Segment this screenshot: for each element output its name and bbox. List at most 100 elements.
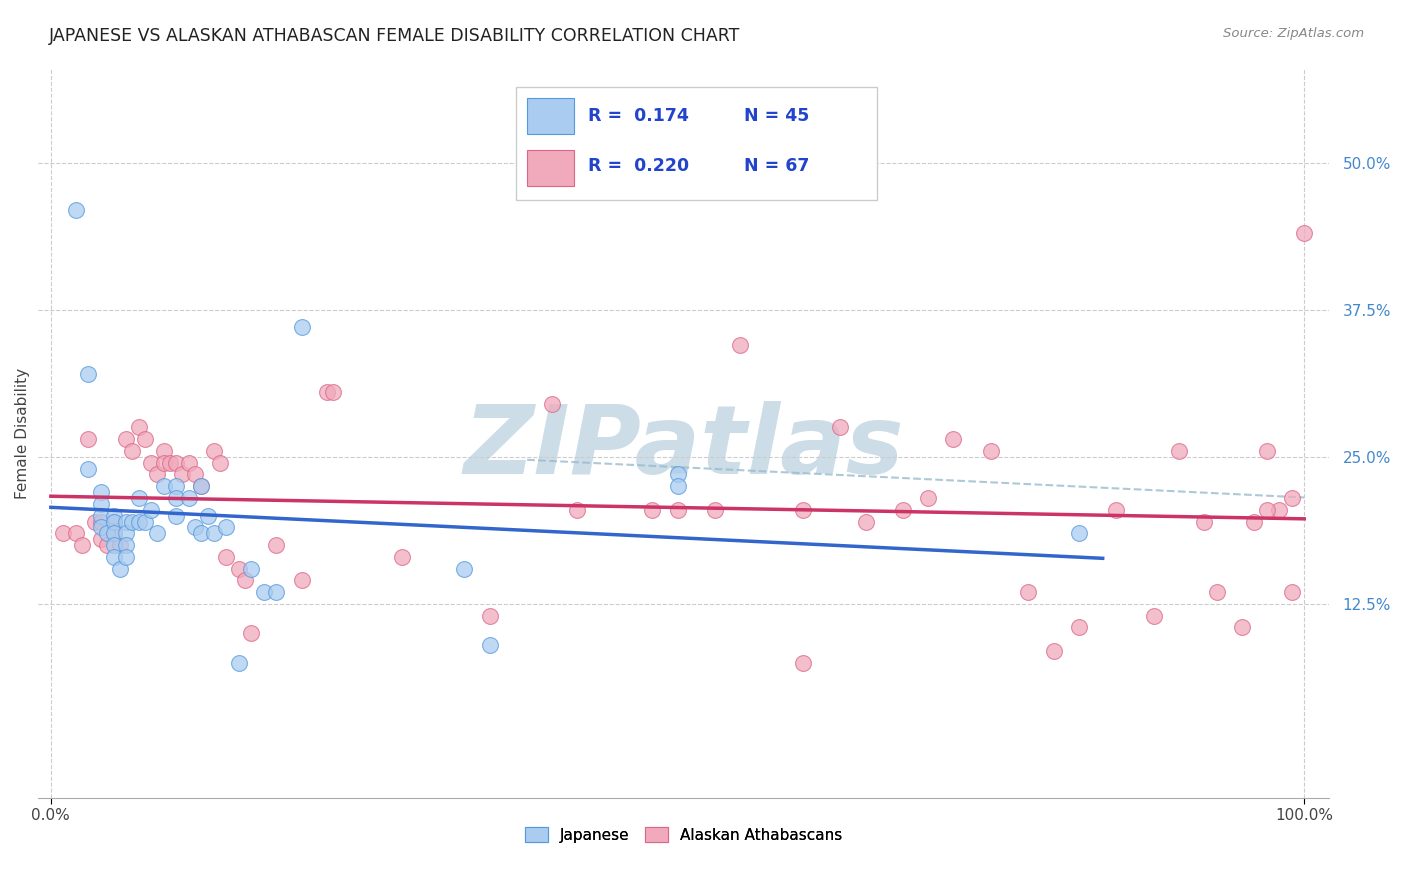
Point — [190, 526, 212, 541]
Point — [1105, 502, 1128, 516]
Point — [391, 549, 413, 564]
Point — [108, 538, 131, 552]
Point — [453, 561, 475, 575]
Point — [90, 520, 112, 534]
Point — [134, 432, 156, 446]
Point — [1018, 585, 1040, 599]
Point — [128, 515, 150, 529]
Point — [666, 467, 689, 482]
Point — [77, 368, 100, 382]
Point — [290, 574, 312, 588]
Point — [115, 432, 138, 446]
Point — [541, 397, 564, 411]
Point — [728, 338, 751, 352]
Point — [1256, 444, 1278, 458]
Point — [666, 502, 689, 516]
Point — [96, 538, 118, 552]
Point — [478, 608, 501, 623]
Point — [266, 538, 288, 552]
Point — [228, 656, 250, 670]
Point — [1243, 515, 1265, 529]
Point — [891, 502, 914, 516]
Point — [77, 432, 100, 446]
Point — [1230, 620, 1253, 634]
Point — [165, 456, 187, 470]
Point — [139, 502, 162, 516]
Point — [121, 515, 143, 529]
Point — [197, 508, 219, 523]
Point — [1067, 526, 1090, 541]
Point — [103, 508, 125, 523]
Point — [146, 526, 169, 541]
Point — [1268, 502, 1291, 516]
Point — [70, 538, 93, 552]
Point — [666, 479, 689, 493]
Point — [103, 526, 125, 541]
Point — [139, 456, 162, 470]
Point — [128, 420, 150, 434]
Point — [152, 479, 174, 493]
Legend: Japanese, Alaskan Athabascans: Japanese, Alaskan Athabascans — [519, 821, 849, 849]
Point — [1192, 515, 1215, 529]
Point — [1281, 585, 1303, 599]
Point — [128, 491, 150, 505]
Point — [1205, 585, 1227, 599]
Point — [115, 526, 138, 541]
Point — [641, 502, 664, 516]
Text: Source: ZipAtlas.com: Source: ZipAtlas.com — [1223, 27, 1364, 40]
Point — [115, 538, 138, 552]
Point — [202, 526, 225, 541]
Point — [134, 515, 156, 529]
Point — [855, 515, 877, 529]
Point — [152, 444, 174, 458]
Point — [704, 502, 727, 516]
Point — [1143, 608, 1166, 623]
Point — [96, 526, 118, 541]
Point — [209, 456, 232, 470]
Point — [266, 585, 288, 599]
Point — [103, 526, 125, 541]
Point — [202, 444, 225, 458]
Point — [90, 532, 112, 546]
Point — [90, 515, 112, 529]
Point — [478, 638, 501, 652]
Point — [322, 385, 344, 400]
Point — [184, 520, 207, 534]
Text: JAPANESE VS ALASKAN ATHABASCAN FEMALE DISABILITY CORRELATION CHART: JAPANESE VS ALASKAN ATHABASCAN FEMALE DI… — [49, 27, 741, 45]
Point — [792, 502, 814, 516]
Point — [165, 508, 187, 523]
Point — [108, 561, 131, 575]
Point — [190, 479, 212, 493]
Point — [240, 626, 263, 640]
Point — [115, 549, 138, 564]
Point — [917, 491, 939, 505]
Point — [215, 520, 238, 534]
Point — [165, 491, 187, 505]
Point — [253, 585, 276, 599]
Point — [233, 574, 256, 588]
Point — [980, 444, 1002, 458]
Point — [190, 479, 212, 493]
Point — [103, 515, 125, 529]
Point — [1256, 502, 1278, 516]
Point — [146, 467, 169, 482]
Point — [830, 420, 852, 434]
Point — [159, 456, 181, 470]
Point — [177, 456, 200, 470]
Point — [77, 461, 100, 475]
Point — [1167, 444, 1189, 458]
Point — [65, 202, 87, 217]
Point — [290, 320, 312, 334]
Point — [103, 538, 125, 552]
Point — [177, 491, 200, 505]
Point — [792, 656, 814, 670]
Point — [315, 385, 337, 400]
Point — [165, 479, 187, 493]
Point — [172, 467, 194, 482]
Point — [90, 485, 112, 500]
Point — [1281, 491, 1303, 505]
Point — [184, 467, 207, 482]
Point — [240, 561, 263, 575]
Point — [90, 497, 112, 511]
Point — [103, 515, 125, 529]
